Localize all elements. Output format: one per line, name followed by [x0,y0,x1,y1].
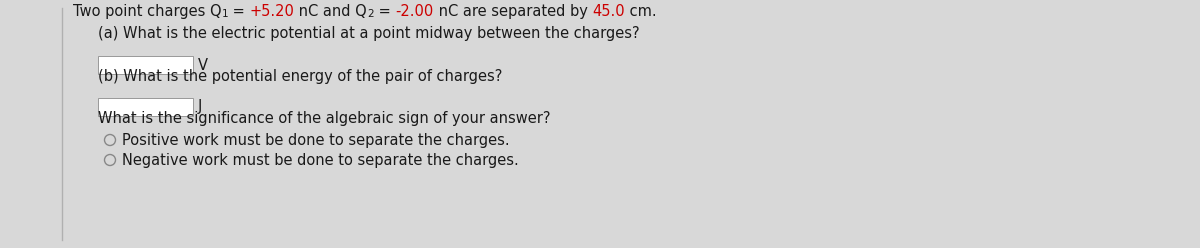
Text: Two point charges Q: Two point charges Q [73,4,222,19]
FancyBboxPatch shape [98,98,193,116]
Text: +5.20: +5.20 [250,4,294,19]
Text: cm.: cm. [625,4,656,19]
Text: 45.0: 45.0 [592,4,625,19]
Text: What is the significance of the algebraic sign of your answer?: What is the significance of the algebrai… [98,111,551,126]
Text: =: = [228,4,250,19]
Text: -2.00: -2.00 [395,4,433,19]
Text: Negative work must be done to separate the charges.: Negative work must be done to separate t… [121,153,518,167]
Text: 1: 1 [222,9,228,19]
Text: 2: 2 [367,9,374,19]
Text: V: V [198,58,208,72]
Text: (a) What is the electric potential at a point midway between the charges?: (a) What is the electric potential at a … [98,26,640,41]
Text: J: J [198,99,203,115]
Text: (b) What is the potential energy of the pair of charges?: (b) What is the potential energy of the … [98,69,503,84]
FancyBboxPatch shape [98,56,193,74]
Text: nC and Q: nC and Q [294,4,367,19]
Text: Positive work must be done to separate the charges.: Positive work must be done to separate t… [121,132,509,148]
Text: =: = [374,4,395,19]
Text: nC are separated by: nC are separated by [433,4,592,19]
